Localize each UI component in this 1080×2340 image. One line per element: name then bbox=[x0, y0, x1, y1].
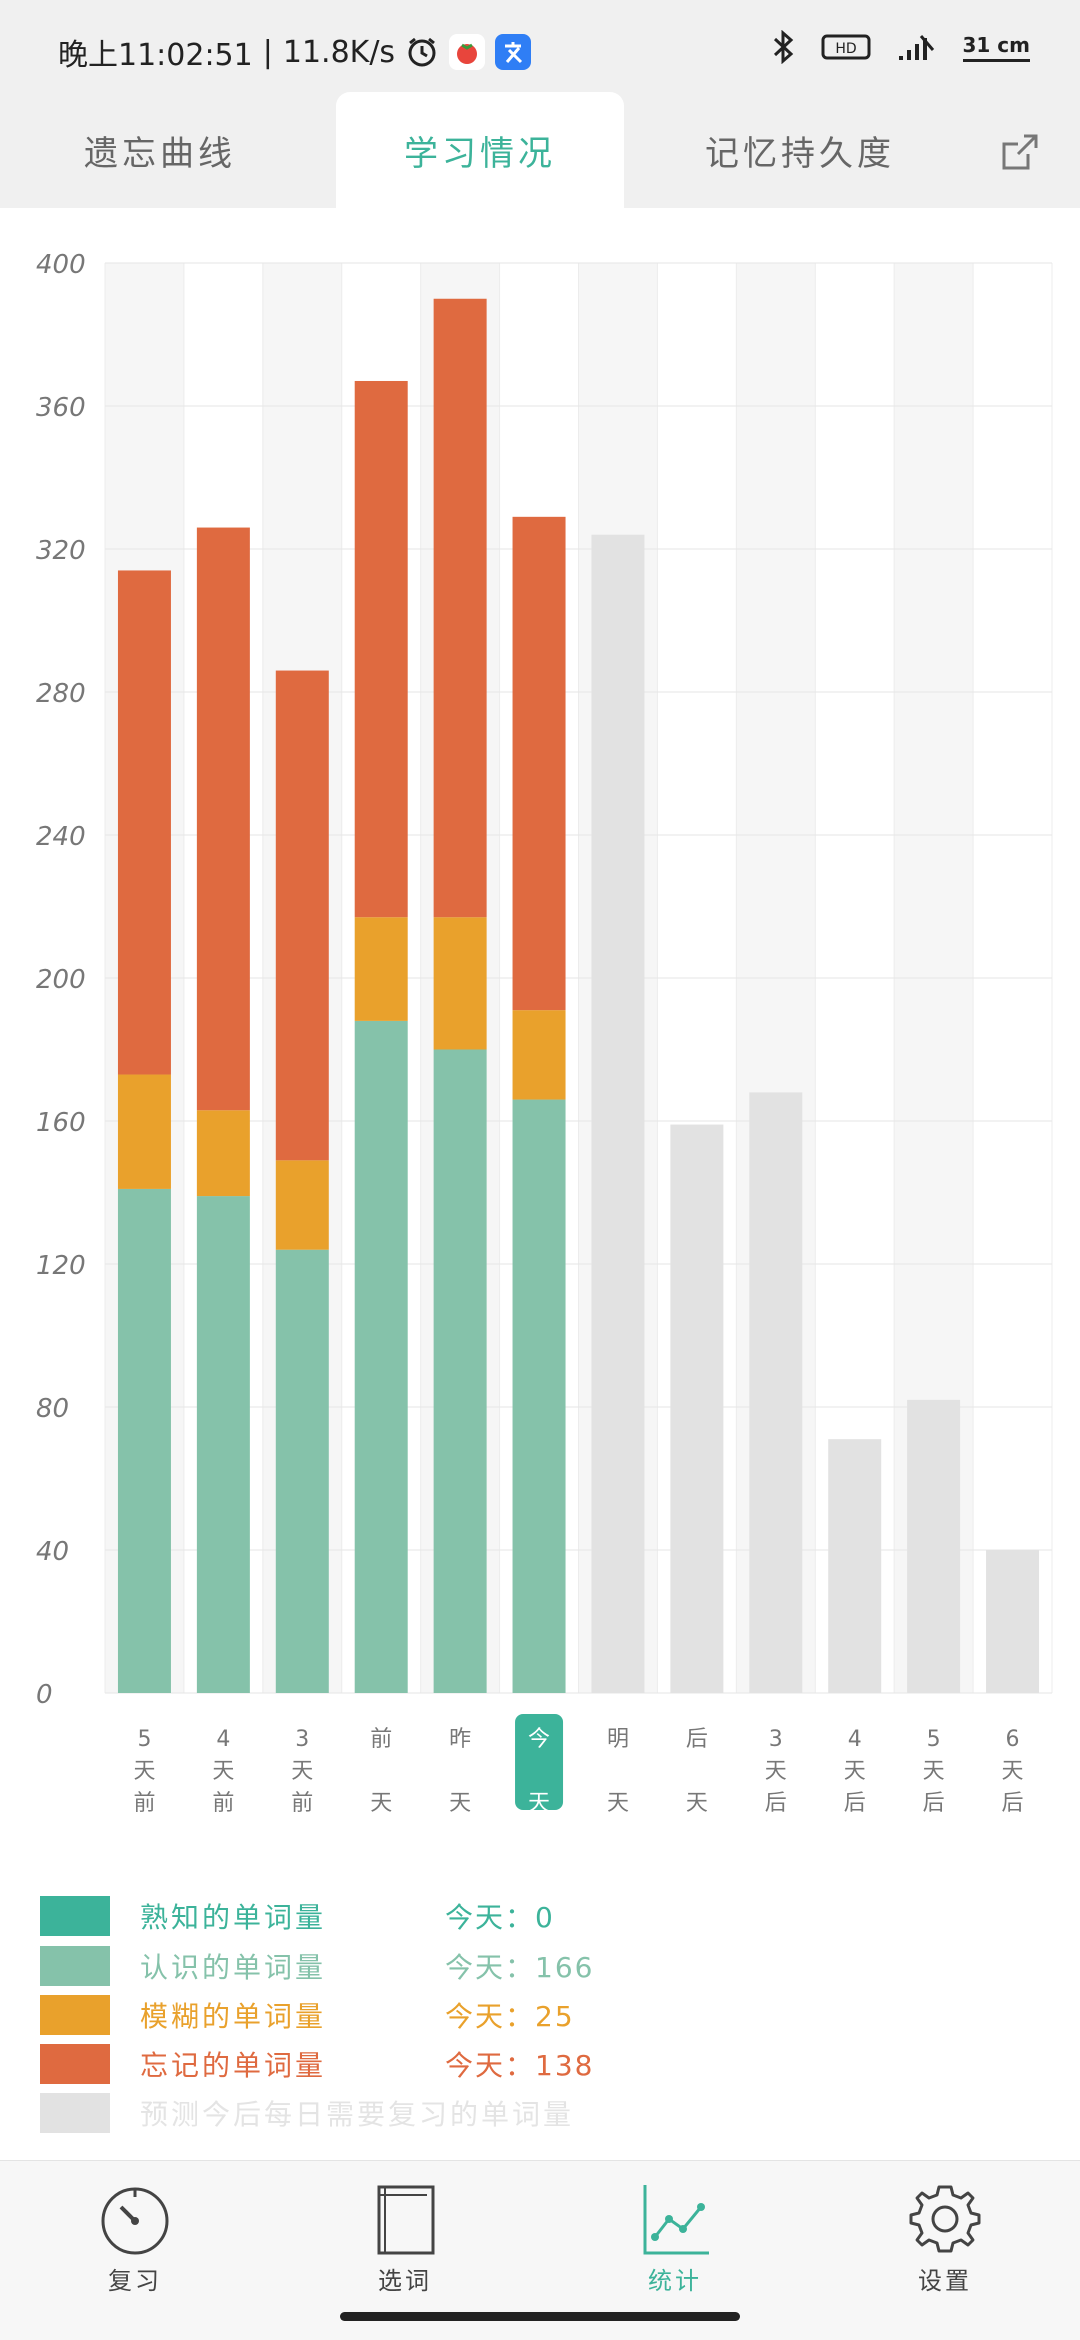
bluetooth-icon bbox=[771, 30, 795, 64]
bar-segment bbox=[433, 1049, 487, 1693]
legend-swatch bbox=[40, 2093, 110, 2133]
x-tick-label: 后天 bbox=[686, 1727, 708, 1816]
legend-swatch bbox=[40, 1995, 110, 2035]
legend-today: 今天：25 bbox=[445, 2000, 575, 2033]
hd-signal-icon: HD bbox=[821, 32, 871, 62]
status-separator: | bbox=[262, 34, 273, 70]
bar-segment bbox=[512, 1099, 566, 1693]
bar-segment bbox=[433, 917, 487, 1050]
cellular-signal-icon bbox=[897, 32, 937, 62]
bar-segment bbox=[354, 1020, 408, 1693]
legend-label: 预测今后每日需要复习的单词量 bbox=[140, 2098, 575, 2131]
legend-item-familiar: 熟知的单词量 今天：0 bbox=[40, 1894, 553, 1938]
bar-segment bbox=[117, 1188, 171, 1693]
bar-segment bbox=[196, 527, 250, 1111]
bar-segment bbox=[433, 298, 487, 918]
x-tick-label: 6 天后 bbox=[1002, 1727, 1024, 1816]
x-tick-label: 3 天后 bbox=[765, 1727, 787, 1816]
translate-app-icon bbox=[495, 34, 532, 70]
x-tick-label: 前天 bbox=[370, 1727, 392, 1816]
nav-statistics[interactable]: 统计 bbox=[595, 2181, 755, 2311]
x-tick-label: 明天 bbox=[607, 1727, 629, 1816]
home-indicator[interactable] bbox=[340, 2312, 740, 2321]
tab-study-status[interactable]: 学习情况 bbox=[336, 92, 624, 208]
nav-settings[interactable]: 设置 bbox=[865, 2181, 1025, 2311]
legend-label: 熟知的单词量 bbox=[140, 1901, 327, 1934]
legend-swatch bbox=[40, 1946, 110, 1986]
alarm-icon bbox=[405, 35, 439, 69]
svg-text:HD: HD bbox=[835, 41, 856, 57]
bar-segment bbox=[275, 670, 329, 1161]
top-tabs: 遗忘曲线 学习情况 记忆持久度 bbox=[0, 92, 1080, 208]
legend-item-fuzzy: 模糊的单词量 今天：25 bbox=[40, 1993, 573, 2037]
book-icon bbox=[377, 2185, 435, 2255]
legend-swatch bbox=[40, 1896, 110, 1936]
bar-segment bbox=[828, 1439, 882, 1693]
x-tick-label: 3 天前 bbox=[291, 1727, 313, 1816]
bar-segment bbox=[512, 1010, 566, 1100]
bar-segment bbox=[275, 1249, 329, 1693]
bar-segment bbox=[986, 1550, 1040, 1693]
y-tick-label: 40 bbox=[36, 1537, 69, 1567]
bar-segment bbox=[196, 1110, 250, 1197]
gear-icon bbox=[909, 2185, 981, 2253]
bar-segment bbox=[749, 1092, 803, 1693]
bar-segment bbox=[512, 516, 566, 1011]
y-tick-label: 240 bbox=[36, 822, 86, 852]
bar-segment bbox=[907, 1399, 961, 1693]
legend-label: 忘记的单词量 bbox=[140, 2049, 327, 2082]
y-tick-label: 400 bbox=[36, 250, 86, 280]
tab-memory-durability[interactable]: 记忆持久度 bbox=[705, 133, 895, 174]
bar-segment bbox=[354, 917, 408, 1021]
y-tick-label: 320 bbox=[36, 536, 86, 566]
x-tick-label: 今天 bbox=[528, 1727, 550, 1816]
network-speed: 11.8K/s bbox=[282, 34, 396, 70]
bar-segment bbox=[354, 380, 408, 918]
nav-select-words[interactable]: 选词 bbox=[325, 2181, 485, 2311]
y-tick-label: 160 bbox=[36, 1108, 86, 1138]
y-tick-label: 200 bbox=[36, 965, 86, 995]
bar-segment bbox=[670, 1124, 724, 1693]
bar-segment bbox=[275, 1160, 329, 1250]
bottom-nav: 复习 选词 统计 设置 bbox=[0, 2160, 1080, 2340]
share-icon[interactable] bbox=[998, 130, 1042, 174]
today-highlight bbox=[515, 1714, 564, 1810]
line-chart-icon bbox=[643, 2185, 709, 2255]
bar-segment bbox=[117, 1074, 171, 1189]
x-tick-label: 4 天前 bbox=[212, 1727, 234, 1816]
dial-icon bbox=[101, 2187, 169, 2255]
x-tick-label: 昨天 bbox=[449, 1727, 471, 1816]
legend-today: 今天：166 bbox=[445, 1951, 595, 1984]
y-tick-label: 360 bbox=[36, 393, 86, 423]
legend-item-forgotten: 忘记的单词量 今天：138 bbox=[40, 2042, 592, 2086]
tab-forgetting-curve[interactable]: 遗忘曲线 bbox=[84, 133, 236, 174]
legend-item-known: 认识的单词量 今天：166 bbox=[40, 1944, 592, 1988]
x-tick-label: 5 天前 bbox=[133, 1727, 155, 1816]
nav-review[interactable]: 复习 bbox=[55, 2181, 215, 2311]
x-tick-label: 4 天后 bbox=[844, 1727, 866, 1816]
bar-segment bbox=[591, 534, 645, 1694]
tomato-app-icon bbox=[449, 34, 486, 70]
study-chart: 0 40 80 120 160 200 240 280 320 360 400 5 天前 4 天前 3 天前 前天… bbox=[0, 208, 1080, 1868]
legend-item-forecast: 预测今后每日需要复习的单词量 bbox=[40, 2091, 571, 2135]
y-tick-label: 280 bbox=[36, 679, 86, 709]
legend-label: 模糊的单词量 bbox=[140, 2000, 327, 2033]
bar-segment bbox=[117, 570, 171, 1075]
status-time: 晚上11:02:51 bbox=[58, 38, 253, 73]
y-tick-label: 120 bbox=[36, 1251, 86, 1281]
bar-segment bbox=[196, 1196, 250, 1693]
status-bar: 晚上11:02:51 | 11.8K/s HD 31 cm bbox=[0, 0, 1080, 92]
legend-today: 今天：138 bbox=[445, 2049, 595, 2082]
x-tick-label: 5 天后 bbox=[923, 1727, 945, 1816]
y-tick-label: 80 bbox=[36, 1394, 69, 1424]
legend-today: 今天：0 bbox=[445, 1901, 555, 1934]
legend-label: 认识的单词量 bbox=[140, 1951, 327, 1984]
y-tick-label: 0 bbox=[36, 1680, 53, 1710]
stacked-bar-chart: 0 40 80 120 160 200 240 280 320 360 400 5 天前 4 天前 3 天前 前天… bbox=[36, 250, 1053, 1816]
status-right-text: 31 cm bbox=[962, 33, 1030, 62]
legend-swatch bbox=[40, 2044, 110, 2084]
